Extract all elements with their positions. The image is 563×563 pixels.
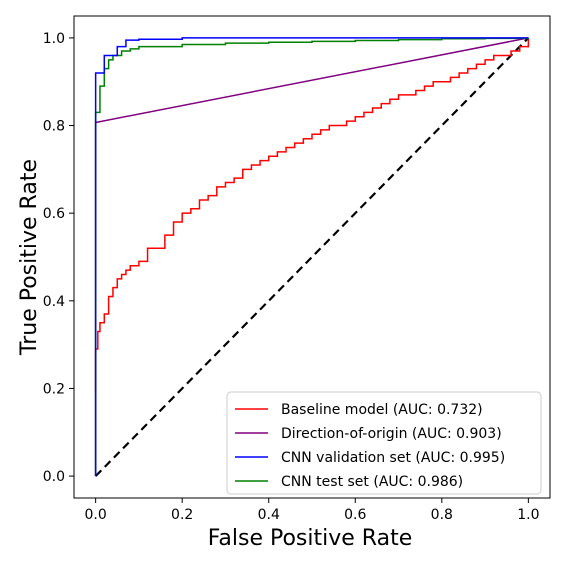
- y-axis-title: True Positive Rate: [17, 159, 42, 356]
- series-line: [94, 37, 529, 477]
- legend-label: Baseline model (AUC: 0.732): [281, 402, 483, 418]
- series-lines: [94, 37, 530, 477]
- x-axis-title: False Positive Rate: [208, 526, 412, 551]
- series-line: [94, 37, 530, 393]
- legend-label: CNN test set (AUC: 0.986): [281, 474, 463, 490]
- x-tick-label: 0.6: [344, 507, 366, 523]
- legend-label: Direction-of-origin (AUC: 0.903): [281, 426, 502, 442]
- chance-diagonal-line: [94, 37, 530, 477]
- legend-box: [226, 391, 542, 495]
- series-line: [94, 37, 530, 477]
- y-tick-label: 0.0: [43, 469, 65, 485]
- y-tick-label: 0.2: [43, 381, 65, 397]
- x-tick-label: 0.0: [85, 507, 107, 523]
- y-tick-label: 0.8: [43, 119, 65, 135]
- legend-label: CNN validation set (AUC: 0.995): [281, 450, 505, 466]
- y-tick-label: 0.6: [43, 206, 65, 222]
- legend: Baseline model (AUC: 0.732) Direction-of-…: [226, 391, 542, 495]
- x-tick-label: 0.2: [171, 507, 193, 523]
- x-tick-label: 0.4: [258, 507, 280, 523]
- y-tick-label: 0.4: [43, 294, 65, 310]
- x-tick-label: 0.8: [431, 507, 453, 523]
- x-tick-label: 1.0: [517, 507, 539, 523]
- axis-ticks: 0.0 0.2 0.4 0.6 0.8 1.0 0.0 0.2 0.4 0.6 0.8 1.0: [43, 31, 540, 523]
- y-tick-label: 1.0: [43, 31, 65, 47]
